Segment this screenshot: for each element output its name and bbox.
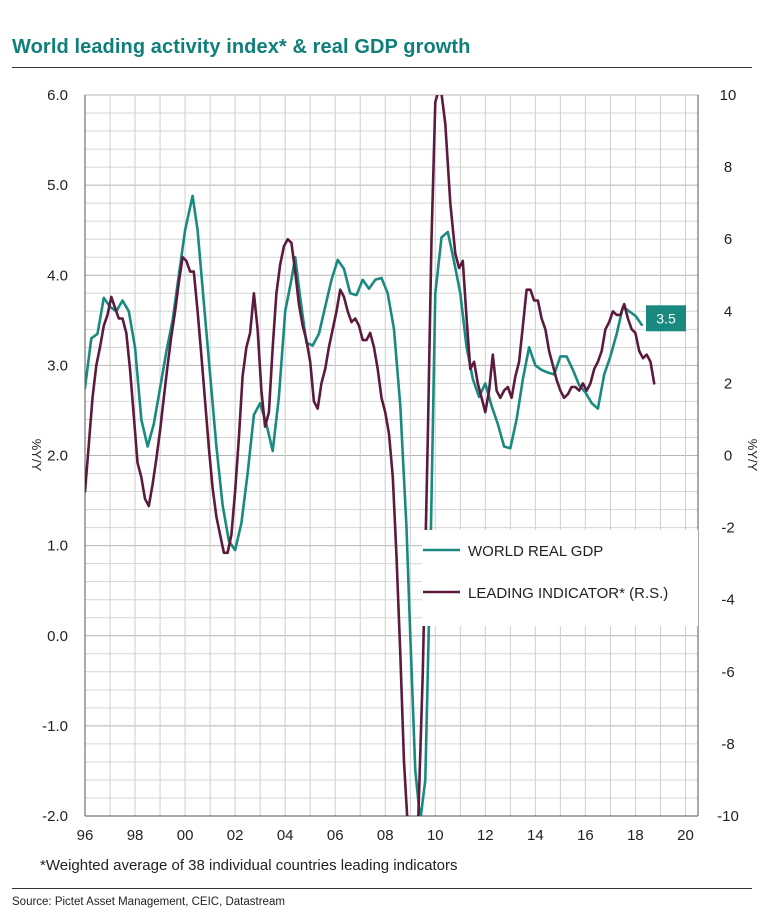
x-tick-label: 20 bbox=[677, 827, 694, 844]
y-left-tick-label: 4.0 bbox=[47, 267, 68, 284]
x-tick-label: 18 bbox=[627, 827, 644, 844]
source-note: Source: Pictet Asset Management, CEIC, D… bbox=[12, 896, 285, 908]
y-right-tick-label: 10 bbox=[720, 87, 737, 104]
y-left-tick-label: 2.0 bbox=[47, 448, 68, 465]
y-right-tick-label: 2 bbox=[724, 375, 732, 392]
legend-box bbox=[422, 530, 698, 626]
y-left-tick-label: -2.0 bbox=[42, 808, 68, 825]
y-right-tick-label: -2 bbox=[721, 520, 734, 537]
x-tick-label: 08 bbox=[377, 827, 394, 844]
y-right-tick-label: 0 bbox=[724, 448, 732, 465]
y-right-tick-label: -4 bbox=[721, 592, 734, 609]
x-tick-label: 00 bbox=[177, 827, 194, 844]
footer-divider bbox=[12, 888, 752, 889]
leading-indicator-series-line bbox=[85, 95, 656, 816]
x-tick-label: 96 bbox=[77, 827, 94, 844]
y-right-axis-title: %Y/Y bbox=[745, 439, 760, 472]
y-left-axis-title: %Y/Y bbox=[29, 439, 44, 472]
x-tick-label: 98 bbox=[127, 827, 144, 844]
line-chart: 6.05.04.03.02.01.00.0-1.0-2.01086420-2-4… bbox=[29, 87, 760, 844]
y-right-tick-label: 6 bbox=[724, 231, 732, 248]
value-label: 3.5 bbox=[656, 310, 676, 326]
y-left-tick-label: -1.0 bbox=[42, 718, 68, 735]
chart-title: World leading activity index* & real GDP… bbox=[12, 36, 471, 58]
chart-legend: WORLD REAL GDP LEADING INDICATOR* (R.S.) bbox=[422, 530, 698, 626]
y-right-tick-label: -8 bbox=[721, 736, 734, 753]
legend-label-leading: LEADING INDICATOR* (R.S.) bbox=[468, 585, 668, 602]
y-left-tick-label: 5.0 bbox=[47, 177, 68, 194]
x-tick-label: 16 bbox=[577, 827, 594, 844]
y-right-tick-label: 8 bbox=[724, 159, 732, 176]
y-right-tick-label: -10 bbox=[717, 808, 739, 825]
x-tick-label: 06 bbox=[327, 827, 344, 844]
x-tick-label: 10 bbox=[427, 827, 444, 844]
title-divider bbox=[12, 67, 752, 68]
y-right-tick-label: -6 bbox=[721, 664, 734, 681]
y-right-tick-label: 4 bbox=[724, 303, 732, 320]
chart-series bbox=[85, 95, 656, 816]
footnote: *Weighted average of 38 individual count… bbox=[40, 857, 458, 874]
value-label-box bbox=[646, 305, 686, 332]
gdp-series-line bbox=[85, 194, 643, 816]
x-tick-label: 02 bbox=[227, 827, 244, 844]
y-left-tick-label: 3.0 bbox=[47, 357, 68, 374]
x-tick-label: 04 bbox=[277, 827, 294, 844]
x-tick-label: 12 bbox=[477, 827, 494, 844]
chart-annotation: 3.5 bbox=[646, 305, 686, 332]
chart-axes: 6.05.04.03.02.01.00.0-1.0-2.01086420-2-4… bbox=[29, 87, 760, 844]
y-left-tick-label: 6.0 bbox=[47, 87, 68, 104]
y-left-tick-label: 0.0 bbox=[47, 628, 68, 645]
y-left-tick-label: 1.0 bbox=[47, 538, 68, 555]
x-tick-label: 14 bbox=[527, 827, 544, 844]
legend-label-gdp: WORLD REAL GDP bbox=[468, 543, 603, 560]
